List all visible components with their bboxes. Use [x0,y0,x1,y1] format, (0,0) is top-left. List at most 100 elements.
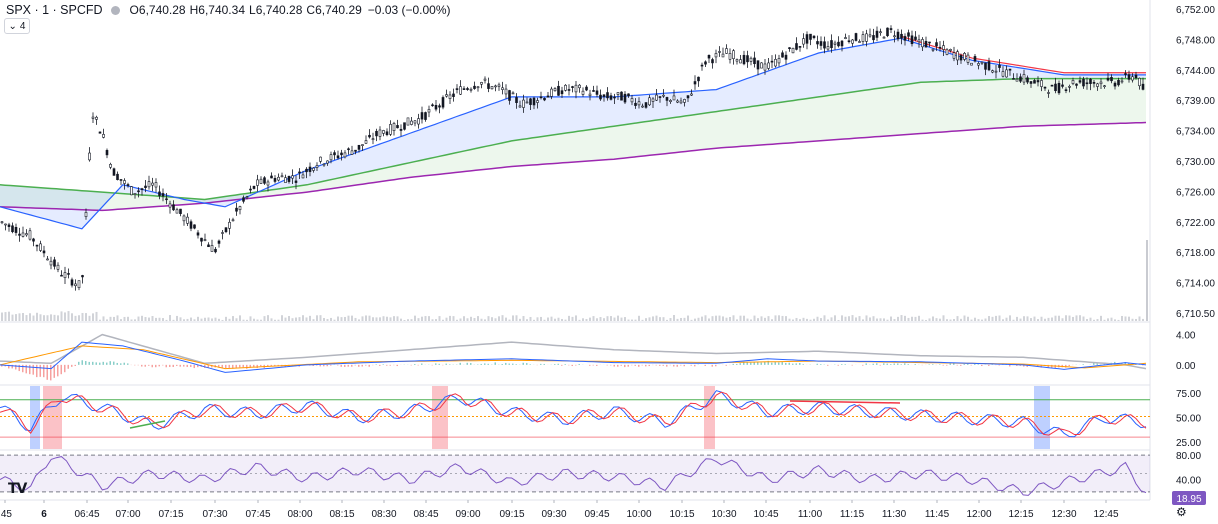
volume-bar [578,319,581,321]
macd-histogram-bar [624,364,626,368]
candle [749,57,753,62]
volume-bar [158,317,161,321]
macd-histogram-bar [589,364,591,366]
candle [952,52,956,59]
candle [525,101,529,104]
candle [543,97,546,101]
volume-bar [953,319,955,321]
volume-bar [879,318,882,321]
candle [781,52,784,58]
volume-bar [543,319,546,321]
candle [182,215,186,222]
volume-bar [585,318,588,321]
high-label: H [189,3,199,17]
macd-histogram-bar [837,364,839,366]
candle [1054,83,1057,92]
candle [970,62,973,66]
candle [294,180,298,183]
candle [280,175,284,178]
macd-histogram-bar [953,363,955,365]
candle [179,208,182,214]
macd-histogram-bar [676,364,678,367]
candle [455,88,459,90]
candle [756,60,760,70]
candle [739,59,742,64]
macd-histogram-bar [564,364,566,365]
price-tick-label: 6,718.00 [1176,248,1215,259]
symbol-title[interactable]: SPX · 1 · SPCFD [6,3,103,17]
candle [343,152,347,158]
candle [623,93,627,103]
volume-bar [729,317,731,321]
candle [886,27,889,37]
macd-histogram-bar [85,361,87,365]
macd-histogram-bar [932,364,934,365]
volume-bar [141,315,143,321]
candle [648,97,651,106]
candle [956,51,959,61]
candle [235,207,238,212]
volume-bar [827,319,829,321]
volume-bar [302,315,304,321]
volume-bar [809,319,812,321]
volume-bar [1030,318,1032,321]
volume-bar [473,318,476,321]
macd-histogram-bar [270,364,272,367]
volume-bar [246,319,248,321]
candle [1029,81,1033,84]
candle [396,125,399,129]
candle [798,46,802,48]
macd-histogram-bar [655,364,657,366]
price-tick-label: 6,748.00 [1176,35,1215,46]
volume-bar [851,315,854,321]
volume-bar [515,315,518,321]
volume-bar [592,316,595,321]
macd-histogram-bar [459,362,461,365]
gear-icon[interactable]: ⚙ [1176,505,1187,519]
macd-histogram-bar [680,364,682,366]
macd-histogram-bar [841,364,843,365]
volume-bar [753,315,756,321]
candle [7,224,11,227]
candle [998,64,1001,68]
macd-histogram-bar [67,364,69,369]
candle [718,51,721,53]
candle [287,175,291,182]
macd-histogram-bar [886,363,888,365]
candle [1019,76,1022,82]
oscillator-tick-label: 25.00 [1176,438,1201,449]
volume-bar [1037,319,1039,321]
candle [760,62,763,69]
macd-histogram-bar [1026,364,1028,367]
candle [1043,86,1047,89]
volume-bar [284,317,287,321]
macd-histogram-bar [435,363,437,365]
volume-bar [1079,315,1081,321]
time-tick-label: 11:00 [798,509,823,520]
volume-bar [197,316,199,321]
candle [532,97,536,106]
volume-bar [1107,318,1109,321]
oscillator-fast-line [0,390,1147,438]
candle [158,191,161,196]
volume-bar [893,319,896,321]
volume-bar [148,317,150,321]
candle [1050,84,1054,87]
candle [837,41,840,47]
candle [70,279,74,286]
indicators-toggle-button[interactable]: ⌄ 4 [4,18,30,34]
candle [1022,74,1026,83]
volume-bar [743,315,745,321]
volume-bar [92,313,94,321]
volume-bar [172,319,175,321]
volume-bar [361,316,364,321]
volume-bar [680,317,682,321]
volume-bar [407,319,409,321]
candle [196,232,200,236]
volume-bar [1110,317,1113,321]
volume-bar [732,315,735,321]
volume-bar [1146,240,1148,321]
volume-bar [1114,319,1116,321]
macd-histogram-bar [512,363,514,365]
